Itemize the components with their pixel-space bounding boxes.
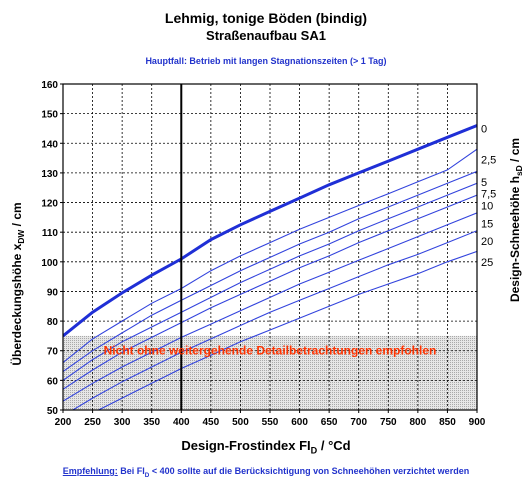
series-label-1: 0	[481, 123, 487, 135]
x-tick-label: 900	[469, 417, 486, 428]
series-label-6: 15	[481, 218, 493, 230]
y-tick-label: 130	[41, 169, 58, 180]
recommendation-footer: Empfehlung: Bei FID < 400 sollte auf die…	[0, 466, 532, 479]
x-tick-label: 700	[350, 417, 367, 428]
x-tick-label: 750	[380, 417, 397, 428]
y-tick-label: 80	[47, 317, 59, 328]
x-tick-label: 800	[410, 417, 427, 428]
x-tick-label: 350	[143, 417, 160, 428]
series-label-2: 2,5	[481, 155, 496, 167]
y-tick-label: 150	[41, 110, 58, 121]
x-tick-label: 650	[321, 417, 338, 428]
y-axis-label: Überdeckungshöhe xDW / cm	[10, 202, 26, 365]
y-tick-label: 110	[42, 228, 59, 239]
x-tick-label: 500	[232, 417, 249, 428]
y-tick-label: 160	[41, 80, 58, 91]
x-tick-label: 450	[203, 417, 220, 428]
series-label-4: 7,5	[481, 189, 496, 201]
x-tick-label: 400	[173, 417, 190, 428]
series-label-7: 20	[481, 236, 493, 248]
x-tick-label: 250	[84, 417, 101, 428]
y2-axis-label: Design-Schneehöhe hsD / cm	[508, 138, 524, 302]
x-tick-label: 850	[439, 417, 456, 428]
y-tick-label: 90	[47, 287, 59, 298]
region-warning-label: Nicht ohne weitergehende Detailbetrachtu…	[104, 344, 437, 358]
x-tick-label: 300	[114, 417, 131, 428]
y-tick-label: 70	[47, 347, 59, 358]
x-tick-label: 550	[262, 417, 279, 428]
series-label-5: 10	[481, 201, 493, 213]
x-axis-label: Design-Frostindex FID / °Cd	[0, 438, 532, 456]
y-tick-label: 100	[41, 258, 58, 269]
x-tick-label: 600	[291, 417, 308, 428]
y-tick-label: 60	[47, 376, 59, 387]
y-tick-label: 120	[41, 199, 58, 210]
y-tick-label: 50	[47, 406, 59, 417]
series-label-8: 25	[481, 257, 493, 269]
x-tick-label: 200	[55, 417, 72, 428]
y-tick-label: 140	[41, 139, 58, 150]
series-label-3: 5	[481, 177, 487, 189]
